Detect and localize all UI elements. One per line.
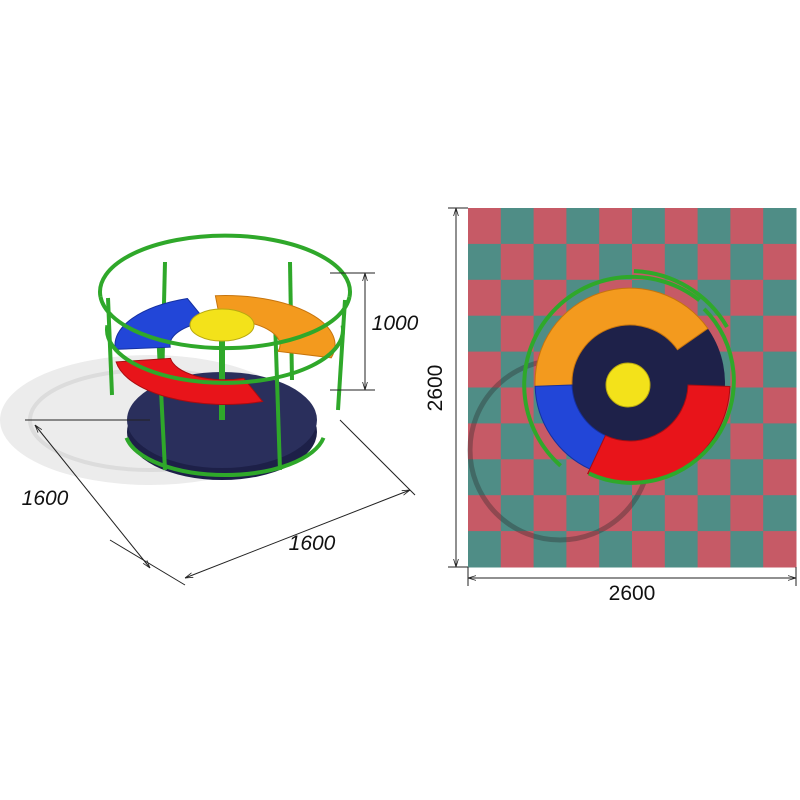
floor-tile [763, 459, 797, 496]
floor-tile [500, 208, 535, 245]
floor-tile [468, 387, 502, 424]
floor-tile [500, 459, 535, 496]
rail [522, 274, 701, 468]
dimension-line [185, 490, 410, 578]
floor-tile [730, 495, 764, 532]
floor-tile [763, 531, 797, 568]
floor-tile [763, 351, 797, 388]
seat-orange [534, 287, 709, 387]
rail [98, 296, 352, 351]
carousel-3d [98, 233, 352, 480]
floor-tile [730, 208, 764, 245]
floor-tile [500, 279, 535, 317]
floor-tile [468, 495, 502, 532]
floor-tile [599, 208, 633, 245]
rail [98, 233, 352, 298]
post [336, 299, 347, 411]
rail [588, 307, 736, 485]
floor-tile [730, 315, 764, 353]
floor-tile [763, 279, 797, 317]
floor-tile [500, 531, 535, 568]
floor-tile [500, 243, 535, 281]
floor-tile [664, 495, 699, 532]
floor-tile [566, 495, 600, 532]
floor-tile [599, 495, 633, 532]
floor-tile [632, 495, 666, 532]
floor-tile [500, 315, 535, 353]
floor-tile [533, 243, 567, 281]
rail [105, 325, 345, 385]
floor-tile [730, 459, 764, 496]
post [156, 329, 167, 471]
floor-tile [697, 208, 731, 245]
floor-tile [697, 243, 731, 281]
seat-blue [114, 297, 208, 350]
floor-tile [632, 208, 666, 245]
floor-tile [730, 243, 764, 281]
extension-line [339, 419, 416, 496]
floor-tile [763, 315, 797, 353]
floor-tile [468, 243, 502, 281]
floor-tile [763, 208, 797, 245]
floor-tile [468, 351, 502, 388]
floor-tile [566, 531, 600, 568]
floor-tile [664, 208, 699, 245]
floor-tile [763, 243, 797, 281]
floor-tile [566, 208, 600, 245]
floor-tile [763, 423, 797, 460]
floor-tile [730, 387, 764, 424]
floor-tile [533, 279, 567, 317]
floor-tile [599, 243, 633, 281]
floor-tile [500, 423, 535, 460]
floor-tile [632, 531, 666, 568]
floor-tile [763, 495, 797, 532]
depth-label: 1600 [22, 487, 69, 510]
carousel-top [467, 269, 736, 543]
seat-blue [534, 384, 607, 470]
floor-tile [468, 423, 502, 460]
floor-tile [763, 387, 797, 424]
width-label: 1600 [289, 532, 336, 555]
floor-tile [730, 423, 764, 460]
rail [633, 269, 729, 329]
floor-tile [533, 459, 567, 496]
floor-tile [664, 531, 699, 568]
floor-tile [468, 208, 502, 245]
floor-tile [468, 279, 502, 317]
floor-tile [533, 531, 567, 568]
dimension-line [35, 425, 150, 568]
center-disc [189, 308, 255, 342]
floor-tile [697, 531, 731, 568]
floor-tile [468, 315, 502, 353]
floor-tile [697, 459, 731, 496]
floor-tile [697, 495, 731, 532]
floor-tile [730, 351, 764, 388]
floor-tile [599, 531, 633, 568]
height-label: 1000 [372, 312, 419, 335]
extension-line [109, 539, 186, 586]
floor-tile [468, 459, 502, 496]
floor-tile [664, 243, 699, 281]
floor-tile [730, 531, 764, 568]
floor-tile [468, 531, 502, 568]
floor-width-label: 2600 [609, 582, 656, 605]
floor-height-label: 2600 [424, 365, 447, 412]
floor-tile [500, 495, 535, 532]
floor-tile [533, 495, 567, 532]
floor-tile [533, 208, 567, 245]
floor-tile [566, 243, 600, 281]
floor-tile [730, 279, 764, 317]
center-disc [605, 362, 651, 408]
